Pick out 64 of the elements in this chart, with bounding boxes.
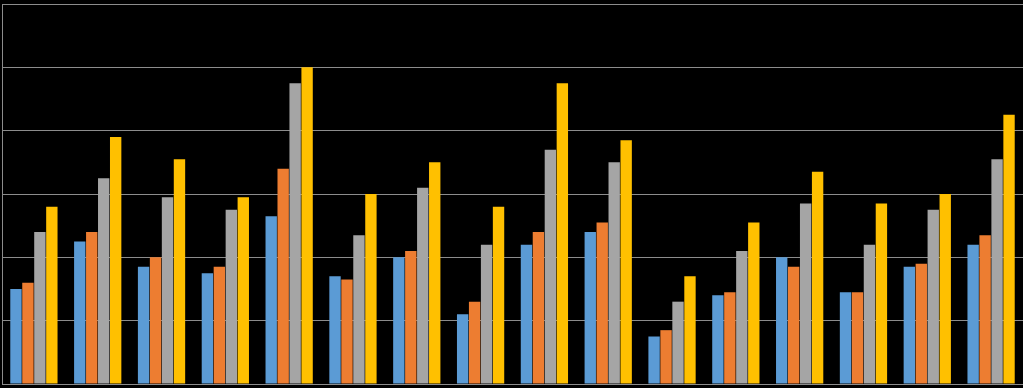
bar [161, 197, 174, 384]
bar [109, 137, 122, 384]
bar [991, 159, 1003, 384]
bar [225, 209, 238, 384]
bar [289, 83, 301, 384]
bar [776, 257, 788, 384]
bar [584, 232, 596, 384]
bar [799, 203, 812, 384]
bar [903, 266, 916, 384]
bar [811, 171, 824, 384]
bar [149, 257, 162, 384]
bar [10, 289, 22, 384]
bar [201, 273, 214, 384]
bar [648, 336, 660, 384]
bar [915, 263, 927, 384]
bar [173, 159, 186, 384]
bar [301, 67, 313, 384]
bar [480, 244, 493, 384]
bar [22, 282, 34, 384]
bar [787, 266, 800, 384]
bar [748, 222, 760, 384]
bar [341, 279, 353, 384]
bar [137, 266, 150, 384]
bar [544, 149, 557, 384]
bar [213, 266, 226, 384]
bar [468, 301, 481, 384]
bar [556, 83, 569, 384]
bar [277, 168, 289, 384]
bar [724, 292, 736, 384]
bar [875, 203, 888, 384]
bar [684, 276, 696, 384]
bar [939, 194, 951, 384]
bar [596, 222, 608, 384]
bar [927, 209, 939, 384]
bar [620, 140, 632, 384]
bar [405, 251, 417, 384]
bar [863, 244, 876, 384]
bar [98, 178, 110, 384]
bar [365, 194, 377, 384]
bar [967, 244, 979, 384]
bar [86, 232, 98, 384]
bar [353, 235, 365, 384]
bar [1003, 114, 1015, 384]
bar [851, 292, 864, 384]
bar [429, 162, 441, 384]
bar [979, 235, 991, 384]
bar [520, 244, 533, 384]
bar [417, 187, 429, 384]
bar [492, 206, 505, 384]
bar [74, 241, 86, 384]
bar [736, 251, 748, 384]
bar [712, 295, 724, 384]
bar [237, 197, 249, 384]
bar [456, 314, 469, 384]
bar [532, 232, 545, 384]
bar [46, 206, 58, 384]
bar [34, 232, 46, 384]
bar [265, 216, 277, 384]
bar [608, 162, 620, 384]
bar [393, 257, 405, 384]
bar [839, 292, 852, 384]
bar [329, 276, 341, 384]
bar [672, 301, 684, 384]
bar [660, 330, 672, 384]
